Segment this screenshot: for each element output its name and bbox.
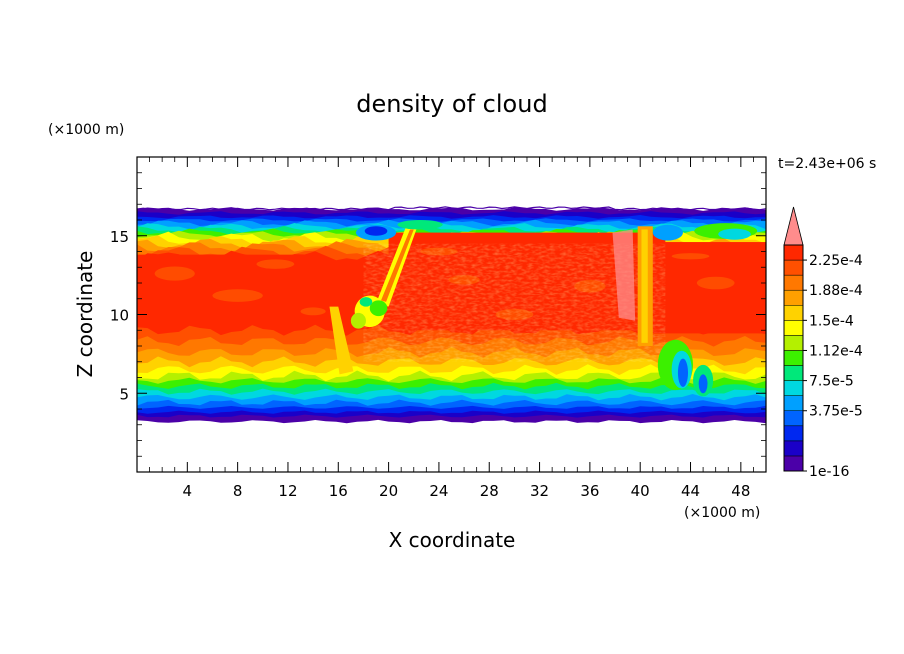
colorbar-label: 1e-16	[809, 464, 849, 480]
x-tick-label: 20	[379, 482, 398, 500]
x-unit-label: (×1000 m)	[684, 505, 760, 521]
y-axis-label: Z coordinate	[73, 251, 97, 378]
x-tick-label: 40	[631, 482, 650, 500]
colorbar-swatch	[783, 440, 804, 457]
colorbar-swatch	[783, 395, 804, 411]
x-tick-label: 32	[530, 482, 549, 500]
colorbar-label: 1.12e-4	[809, 343, 863, 359]
colorbar-frame	[783, 244, 804, 472]
colorbar-swatch	[783, 455, 804, 472]
density-mottle	[212, 289, 263, 302]
density-mottle	[154, 266, 195, 281]
colorbar-swatch	[783, 274, 804, 291]
cloud-top-curl	[397, 220, 443, 230]
x-tick-label: 16	[329, 482, 348, 500]
colorbar-swatch	[783, 305, 804, 321]
colorbar-swatch	[783, 365, 804, 381]
colorbar-label: 3.75e-5	[809, 404, 863, 420]
turbulent-patch	[369, 300, 388, 317]
downdraft-tongue	[329, 306, 354, 375]
colorbar-extend-arrow	[783, 206, 804, 246]
colorbar-label: 2.25e-4	[809, 253, 863, 269]
turbulent-patch	[350, 312, 366, 329]
time-label: t=2.43e+06 s	[778, 156, 876, 172]
x-tick-label: 36	[580, 482, 599, 500]
density-mottle	[671, 253, 710, 260]
x-tick-label: 44	[681, 482, 700, 500]
eddy-patch	[698, 374, 708, 394]
colorbar: 2.25e-4 1.88e-4 1.5e-4 1.12e-4 7.5e-5 3.75e-5…	[783, 206, 863, 480]
colorbar-label: 1.88e-4	[809, 283, 863, 299]
colorbar-swatch	[783, 259, 804, 276]
colorbar-swatch	[783, 244, 804, 261]
cloud-top-curl	[652, 224, 683, 241]
y-tick-label: 10	[110, 307, 129, 325]
density-field	[137, 206, 766, 424]
y-tick-label: 15	[110, 228, 129, 246]
colorbar-swatch	[783, 335, 804, 351]
x-axis-ticks: 4 8 12 16 20 24 28 32 36 40 44 48	[149, 157, 754, 500]
colorbar-swatch	[783, 320, 804, 336]
x-tick-label: 28	[480, 482, 499, 500]
colorbar-swatch	[783, 289, 804, 306]
colorbar-label: 7.5e-5	[809, 374, 854, 390]
x-tick-label: 48	[731, 482, 750, 500]
updraft-streak-core	[381, 229, 414, 302]
colorbar-swatch	[783, 350, 804, 366]
x-tick-label: 8	[233, 482, 243, 500]
y-axis-ticks: 5 10 15	[110, 172, 766, 457]
colorbar-swatch	[783, 380, 804, 396]
x-axis-label: X coordinate	[389, 528, 516, 552]
y-unit-label: (×1000 m)	[48, 122, 124, 138]
eddy-patch	[677, 358, 689, 387]
colorbar-label: 1.5e-4	[809, 313, 854, 329]
colorbar-swatch	[783, 410, 804, 427]
density-mottle	[256, 259, 295, 269]
colorbar-swatch	[783, 425, 804, 442]
cloud-top-curl	[718, 228, 751, 240]
density-mottle	[300, 307, 326, 316]
cloud-top-edge	[137, 206, 766, 211]
updraft-wall-core	[641, 229, 648, 343]
turbulent-patch	[359, 297, 373, 307]
x-tick-label: 24	[429, 482, 448, 500]
cloud-top-curl	[364, 226, 388, 236]
y-tick-label: 5	[119, 385, 129, 403]
density-mottle	[696, 276, 735, 290]
peak-density-column	[612, 229, 636, 321]
x-tick-label: 4	[183, 482, 193, 500]
chart-title: density of cloud	[356, 90, 547, 118]
x-tick-label: 12	[278, 482, 297, 500]
